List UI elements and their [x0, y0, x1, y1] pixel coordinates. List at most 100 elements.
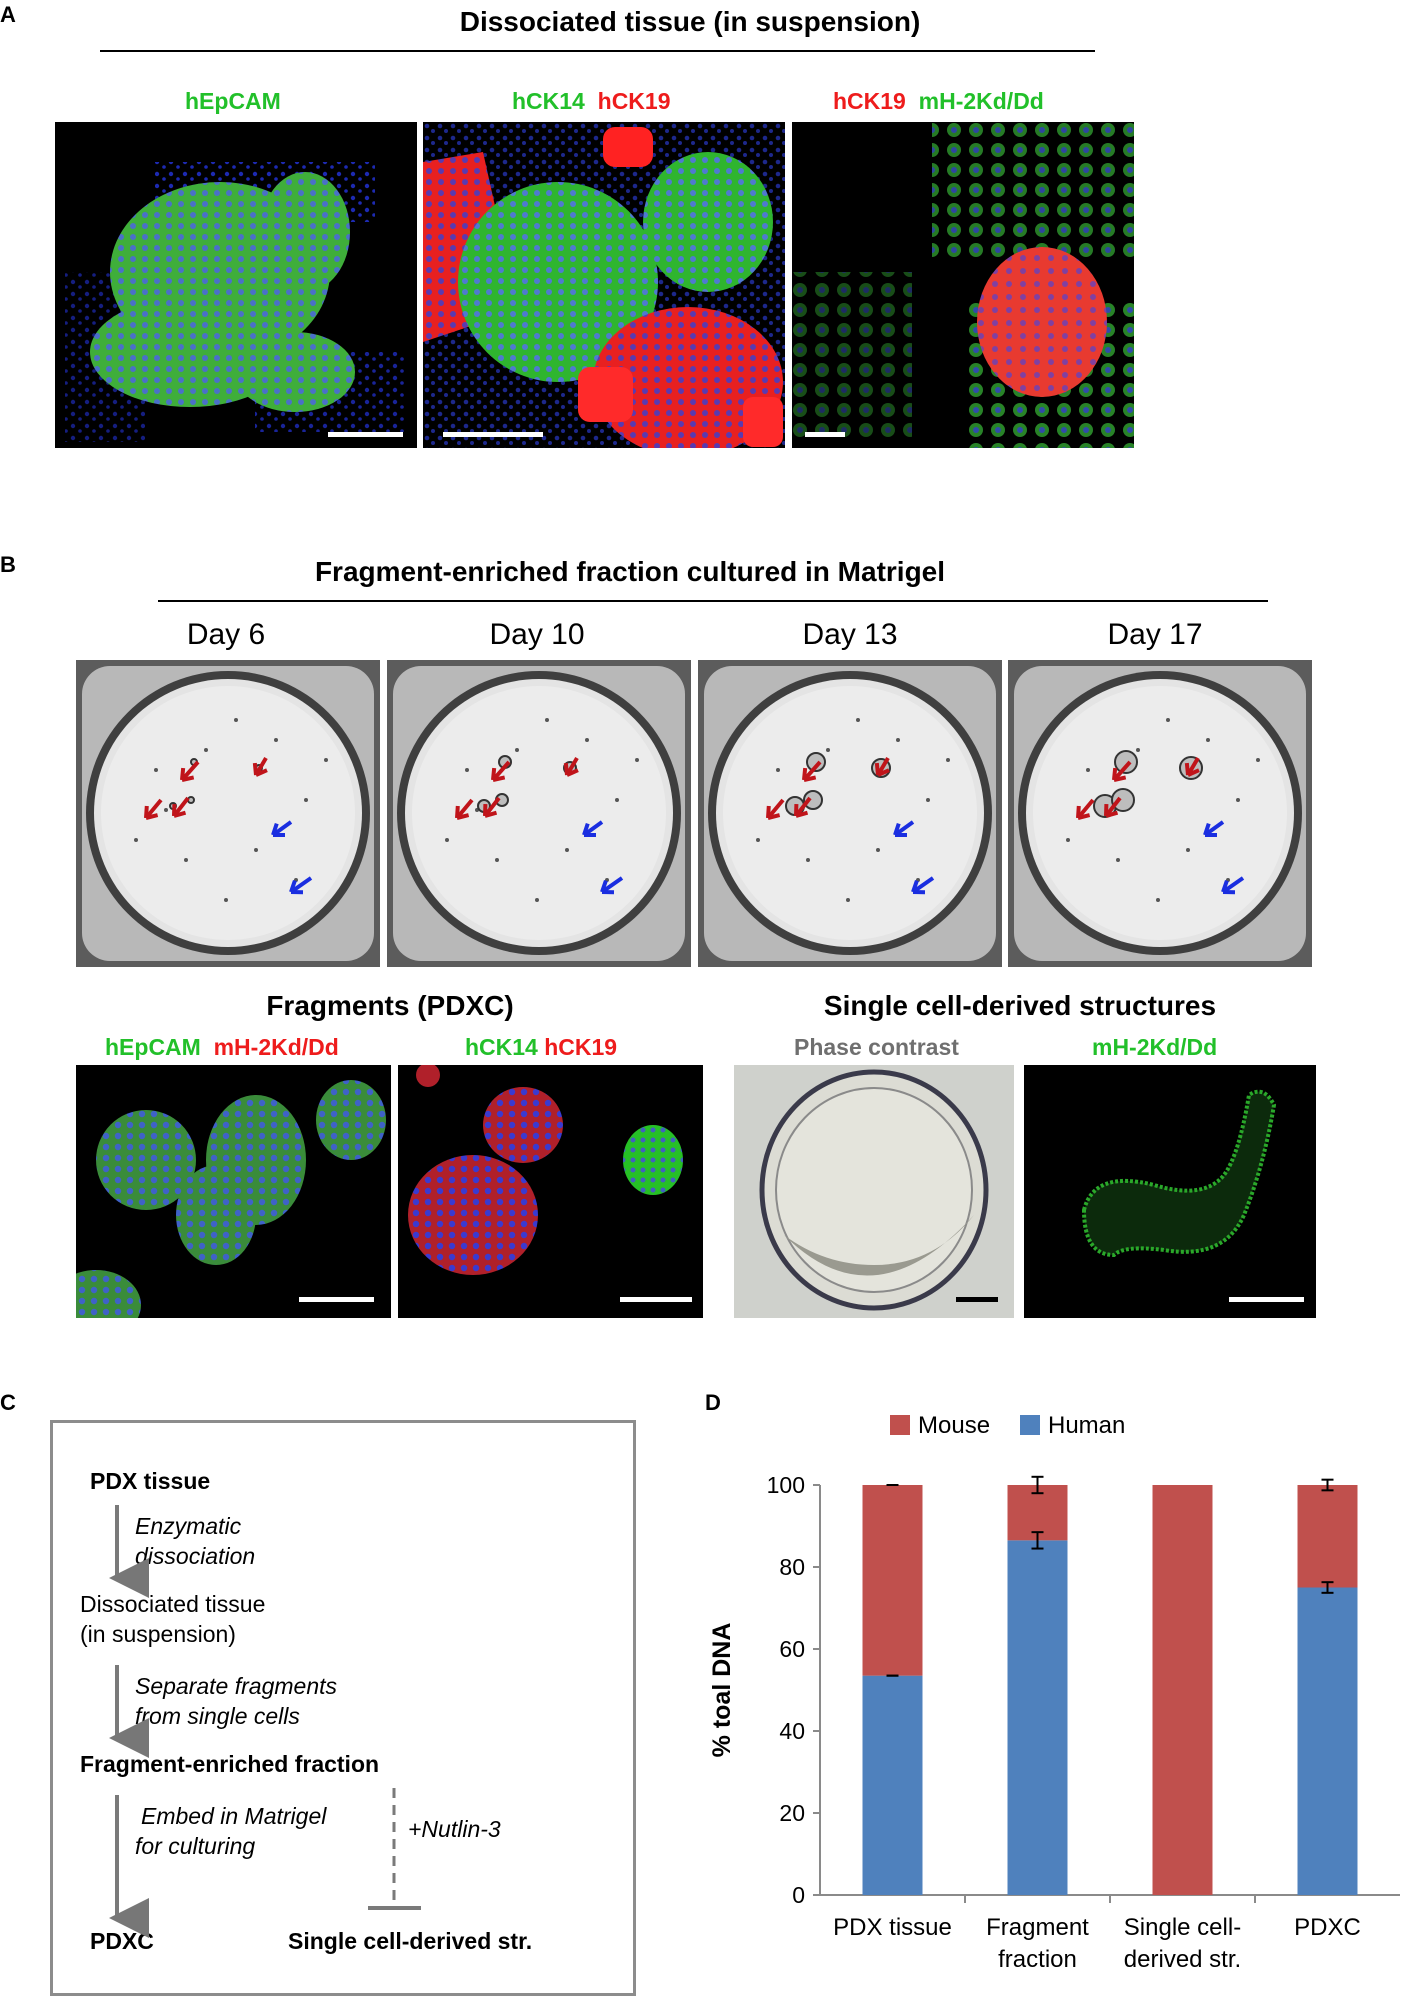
blue-arrow	[271, 820, 293, 838]
step-embed: Embed in Matrigel	[141, 1803, 327, 1829]
step-embed: for culturing	[135, 1833, 256, 1859]
micrograph-hck19-mh2kd	[792, 122, 1134, 448]
single-title: Single cell-derived structures	[823, 990, 1217, 1021]
bar-human	[1297, 1587, 1358, 1895]
error-bar-total	[1031, 1475, 1044, 1495]
red-arrow	[1184, 756, 1200, 777]
panel-letter-a: A	[0, 2, 16, 27]
step-dissociated: (in suspension)	[80, 1621, 236, 1647]
red-arrow	[483, 796, 501, 818]
blue-arrow	[911, 876, 935, 895]
red-arrow	[1104, 796, 1122, 818]
bar-human	[1007, 1540, 1068, 1895]
x-tick-label: derived str.	[1124, 1946, 1241, 1973]
y-tick-label: 80	[779, 1554, 805, 1580]
step-single: Single cell-derived str.	[288, 1928, 533, 1954]
red-arrow	[252, 756, 268, 777]
red-arrow	[874, 756, 890, 777]
error-bar-total	[1321, 1478, 1334, 1492]
legend-swatch	[1020, 1415, 1040, 1435]
micrograph-fragments-hck14	[398, 1065, 703, 1318]
x-tick-label: PDX tissue	[833, 1914, 952, 1941]
bar-mouse	[862, 1485, 923, 1676]
fragments-img2-label: hCK14 hCK19	[465, 1034, 618, 1060]
red-arrow	[802, 760, 822, 782]
panel-a-img2-label: hCK14 hCK19	[512, 88, 671, 114]
phase-contrast-image	[734, 1065, 1014, 1318]
red-arrow	[180, 760, 200, 782]
y-tick-label: 60	[779, 1636, 805, 1662]
day-label: Day 17	[1107, 618, 1203, 651]
red-arrow	[1076, 798, 1095, 820]
x-tick-label: Fragment	[986, 1914, 1089, 1941]
x-tick-label: fraction	[998, 1946, 1077, 1973]
step-enzymatic: dissociation	[135, 1543, 256, 1569]
scale-bar	[805, 432, 845, 437]
mh2kd-label: mH-2Kd/Dd	[1092, 1034, 1218, 1060]
legend-swatch	[890, 1415, 910, 1435]
day-label: Day 10	[489, 618, 585, 651]
blue-arrow	[1221, 876, 1245, 895]
scale-bar	[620, 1297, 692, 1302]
x-tick-label: PDXC	[1294, 1914, 1361, 1941]
panel-letter-d: D	[705, 1390, 721, 1415]
blue-arrow	[1203, 820, 1225, 838]
scale-bar	[956, 1297, 998, 1302]
flowchart-box: PDX tissue Enzymatic dissociation Dissoc…	[50, 1420, 636, 1996]
micrograph-single-mh2kd	[1024, 1065, 1316, 1318]
panel-a-img3-label: hCK19 mH-2Kd/Dd	[833, 88, 1044, 114]
bar-mouse	[1007, 1485, 1068, 1541]
error-bar-human	[1031, 1531, 1044, 1550]
y-tick-label: 0	[792, 1882, 805, 1908]
error-bar-human	[1321, 1581, 1334, 1594]
step-nutlin: +Nutlin-3	[408, 1816, 501, 1842]
red-arrow	[455, 798, 474, 820]
phase-contrast-label: Phase contrast	[794, 1034, 959, 1060]
culture-well-day10	[387, 660, 691, 967]
panel-b-rule	[158, 600, 1268, 602]
y-axis-label: % toal DNA	[708, 1623, 736, 1758]
y-tick-label: 40	[779, 1718, 805, 1744]
red-arrow	[172, 796, 190, 818]
micrograph-hck14-hck19	[423, 122, 785, 448]
culture-well-day6	[76, 660, 380, 967]
step-separate: Separate fragments	[135, 1673, 338, 1699]
legend-label: Human	[1048, 1412, 1125, 1439]
scale-bar	[299, 1297, 374, 1302]
panel-a-rule	[100, 50, 1095, 52]
culture-well-day17	[1008, 660, 1312, 967]
day-label: Day 6	[186, 618, 266, 651]
scale-bar	[443, 432, 543, 437]
flow-arrows	[109, 1505, 421, 1938]
step-pdx-tissue: PDX tissue	[90, 1468, 211, 1494]
x-tick-label: Single cell-	[1124, 1914, 1241, 1941]
bar-mouse	[1297, 1485, 1358, 1588]
fragments-img1-label: hEpCAM mH-2Kd/Dd	[105, 1034, 339, 1060]
red-arrow	[491, 760, 511, 782]
panel-letter-c: C	[0, 1390, 16, 1415]
bar-mouse	[1152, 1485, 1213, 1895]
stacked-bar-chart: 0 20 40 60 80 100 % toal DNA PDX tissue Fragment…	[708, 1412, 1400, 1973]
red-arrow	[1112, 760, 1132, 782]
micrograph-hepcam	[55, 122, 417, 448]
blue-arrow	[600, 876, 624, 895]
blue-arrow	[893, 820, 915, 838]
scale-bar	[328, 432, 403, 437]
red-arrow	[766, 798, 785, 820]
blue-arrow	[582, 820, 604, 838]
red-arrow	[144, 798, 163, 820]
y-tick-label: 100	[767, 1472, 805, 1498]
blue-arrow	[289, 876, 313, 895]
micrograph-fragments-hepcam	[76, 1065, 391, 1318]
y-tick-label: 20	[779, 1800, 805, 1826]
step-separate: from single cells	[135, 1703, 300, 1729]
bar-human	[862, 1675, 923, 1895]
panel-letter-b: B	[0, 552, 16, 577]
day-label: Day 13	[802, 618, 898, 651]
fragments-title: Fragments (PDXC)	[266, 990, 514, 1021]
panel-a-img1-label: hEpCAM	[185, 88, 281, 114]
legend-label: Mouse	[918, 1412, 990, 1439]
panel-b-title: Fragment-enriched fraction cultured in M…	[314, 556, 946, 587]
red-arrow	[794, 796, 812, 818]
step-enzymatic: Enzymatic	[135, 1513, 242, 1539]
